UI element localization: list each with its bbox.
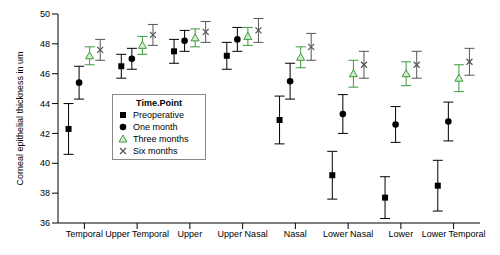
svg-text:46: 46 [40, 69, 50, 79]
html-text:One month: One month [133, 122, 178, 132]
svg-text:Upper Temporal: Upper Temporal [105, 229, 169, 239]
svg-text:Corneal epithelial thickness i: Corneal epithelial thickness in um [15, 51, 25, 185]
html-text:Three months: Three months [133, 134, 189, 144]
svg-text:Lower: Lower [389, 229, 414, 239]
html-text:Preoperative: Preoperative [133, 110, 184, 120]
svg-text:38: 38 [40, 188, 50, 198]
svg-text:Temporal: Temporal [66, 229, 103, 239]
svg-text:Upper: Upper [178, 229, 203, 239]
svg-text:Lower Temporal: Lower Temporal [422, 229, 486, 239]
html-text:Time.Point: Time.Point [136, 98, 182, 108]
svg-text:42: 42 [40, 129, 50, 139]
svg-text:50: 50 [40, 9, 50, 19]
html-text:Six months: Six months [133, 146, 178, 156]
svg-text:Nasal: Nasal [284, 229, 307, 239]
svg-text:Upper Nasal: Upper Nasal [218, 229, 268, 239]
svg-text:Lower Nasal: Lower Nasal [323, 229, 373, 239]
svg-text:44: 44 [40, 99, 50, 109]
svg-text:36: 36 [40, 218, 50, 228]
svg-text:48: 48 [40, 39, 50, 49]
svg-text:40: 40 [40, 158, 50, 168]
